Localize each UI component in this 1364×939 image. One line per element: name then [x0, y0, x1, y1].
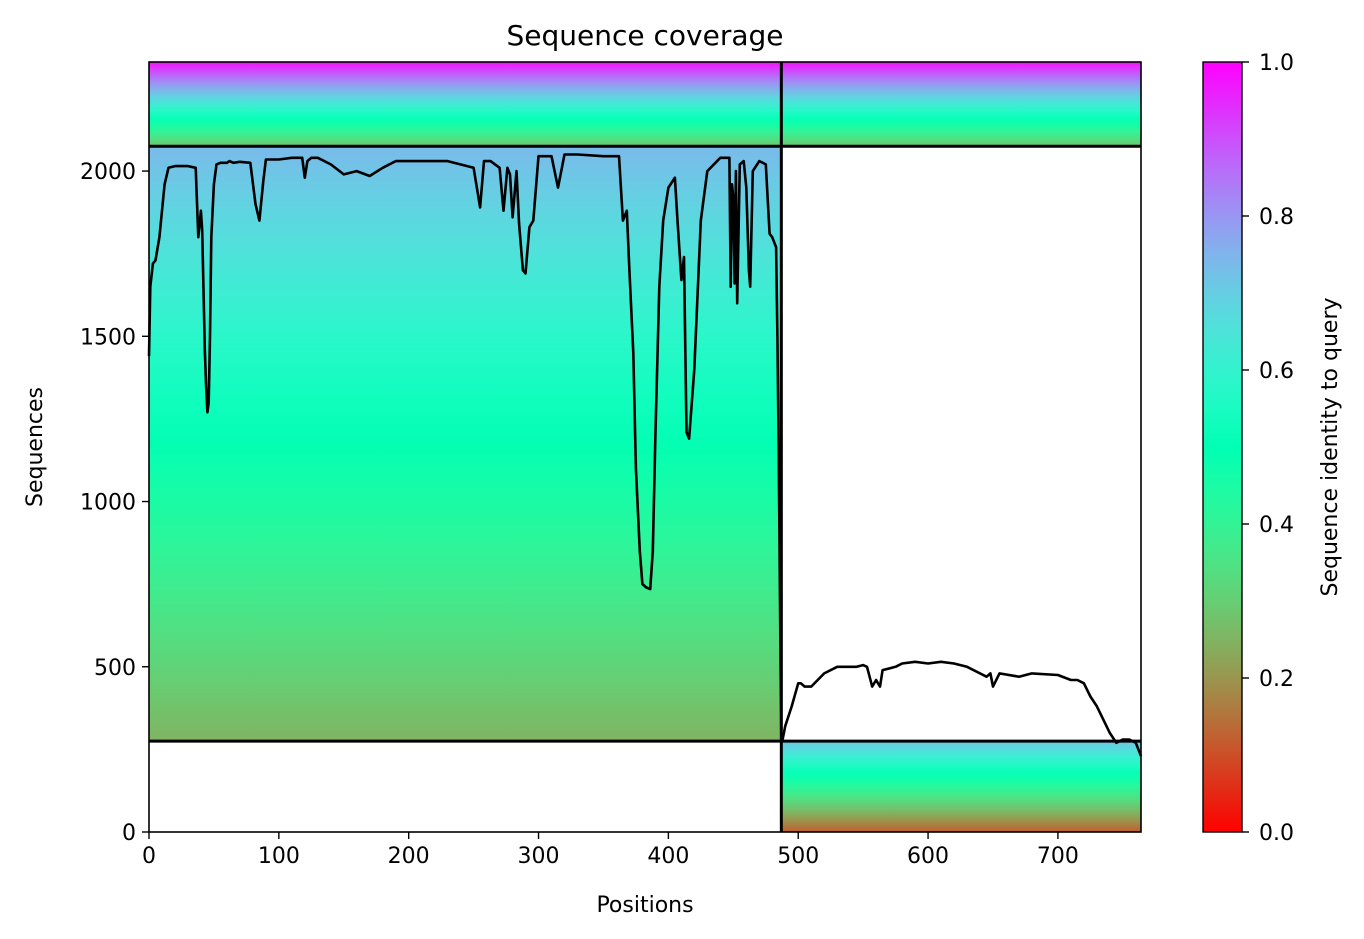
y-tick-label: 2000 — [80, 160, 136, 185]
heatmap-block — [781, 741, 1141, 832]
colorbar-tick-label: 0.8 — [1259, 205, 1294, 230]
plot-frame — [148, 61, 1142, 833]
x-tick-label: 600 — [907, 844, 949, 869]
y-tick-label: 0 — [122, 821, 136, 846]
coverage-line — [147, 153, 1143, 757]
y-axis-label: Sequences — [23, 387, 48, 507]
y-tick-label: 1000 — [80, 491, 136, 516]
x-tick-label: 400 — [647, 844, 689, 869]
colorbar-label: Sequence identity to query — [1318, 297, 1343, 596]
colorbar-tick-label: 0.4 — [1259, 513, 1294, 538]
colorbar-gradient — [1202, 61, 1243, 833]
colorbar-tick-label: 0.6 — [1259, 359, 1294, 384]
y-tick-label: 1500 — [80, 325, 136, 350]
heatmap-block — [149, 146, 782, 742]
x-tick-label: 500 — [777, 844, 819, 869]
x-axis-label: Positions — [596, 893, 693, 918]
x-tick-label: 300 — [518, 844, 560, 869]
colorbar: 0.0 0.2 0.4 0.6 0.8 1.0 — [1202, 51, 1294, 846]
heatmap-block — [149, 62, 1141, 147]
y-tick-label: 500 — [94, 656, 136, 681]
plot-area — [147, 61, 1143, 833]
x-tick-label: 100 — [258, 844, 300, 869]
colorbar-tick-label: 1.0 — [1259, 51, 1294, 76]
x-tick-label: 700 — [1037, 844, 1079, 869]
x-axis: 0 100 200 300 400 500 600 700 — [142, 832, 1079, 869]
x-tick-label: 200 — [388, 844, 430, 869]
colorbar-tick-label: 0.0 — [1259, 821, 1294, 846]
colorbar-tick-label: 0.2 — [1259, 667, 1294, 692]
x-tick-label: 0 — [142, 844, 156, 869]
y-axis: 0 500 1000 1500 2000 — [80, 160, 149, 846]
chart-title: Sequence coverage — [506, 19, 783, 52]
